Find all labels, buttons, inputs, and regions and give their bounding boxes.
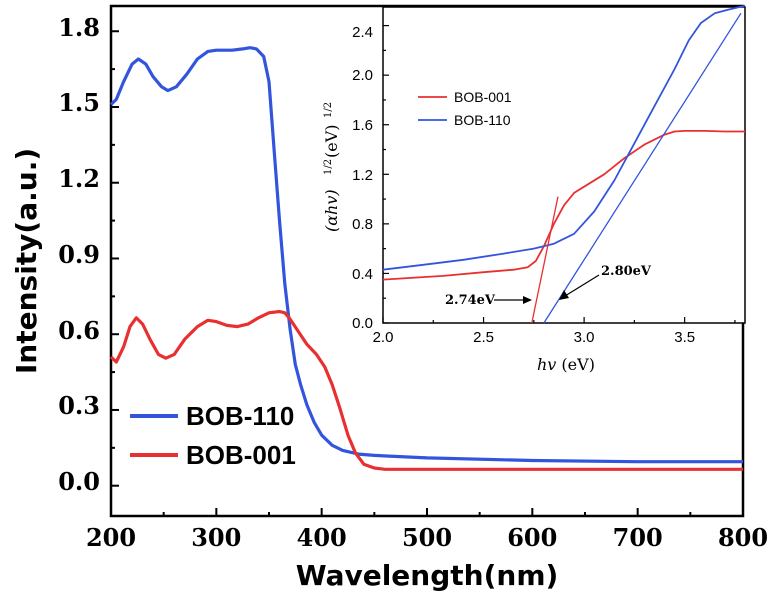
inset-x-tick-label: 2.0 [373,329,394,346]
main-y-tick-label: 0.3 [58,391,100,420]
inset-tangent-line-1 [543,12,742,324]
main-x-tick-label: 700 [613,523,663,552]
inset-series-lines [382,4,746,324]
main-y-tick-label: 1.2 [58,164,100,193]
inset-legend-label-bob-001: BOB-001 [454,89,512,105]
inset-axis-ticks [382,24,736,324]
main-x-tick-label: 600 [507,523,557,552]
main-y-tick-label: 1.8 [58,13,100,42]
inset-series-line-bob-110 [382,4,746,271]
main-x-tick-label: 800 [718,523,768,552]
inset-x-tick-label: 3.5 [674,329,695,346]
inset-series-line-bob-001 [382,130,745,281]
annotation-arrowhead-2-74ev [523,296,532,304]
inset-y-axis-title: (αhv) 1/2 (eV) 1/2 [322,102,341,232]
inset-y-tick-label: 2.4 [352,24,373,41]
main-series-line-bob-110 [109,46,743,464]
main-x-axis-title: Wavelength(nm) [296,559,559,592]
inset-y-tick-label: 1.2 [352,167,373,184]
inset-y-tick-label: 1.6 [352,117,373,134]
inset-y-axis-title-mid: (eV) [322,124,341,158]
inset-y-tick-label: 2.0 [352,67,373,84]
annotation-arrow-2-80ev [564,274,600,297]
main-legend-label-bob-110: BOB-110 [186,401,294,431]
inset-plot-frame [382,6,746,324]
inset-y-tick-label: 0.0 [352,315,373,332]
main-x-tick-label: 400 [297,523,347,552]
main-y-tick-label: 1.5 [58,88,100,117]
main-series-line-bob-001 [109,309,743,471]
inset-legend-label-bob-110: BOB-110 [454,112,511,128]
main-x-tick-label: 300 [191,523,241,552]
annotation-2-74ev: 2.74eV [445,293,496,308]
main-y-tick-label: 0.6 [58,316,100,345]
inset-x-axis-title: hv (eV) [537,355,595,374]
inset-x-axis-title-italic: hv [537,355,556,374]
annotation-arrowhead-2-80ev [559,290,569,300]
annotation-2-80ev: 2.80eV [601,264,652,279]
inset-y-axis-title-sup-1: 1/2 [323,159,334,175]
inset-tangent-line-0 [531,196,559,324]
main-y-tick-label: 0.9 [58,240,100,269]
main-x-tick-label: 200 [86,523,136,552]
inset-y-tick-label: 0.4 [352,266,373,283]
inset-y-tick-label: 0.8 [352,216,373,233]
inset-y-axis-title-left: (αhv) [322,189,341,232]
inset-x-tick-label: 2.5 [473,329,494,346]
inset-y-axis-title-sup-2: 1/2 [323,102,334,118]
inset-x-axis-title-unit: (eV) [556,355,595,374]
main-axis-ticks [110,30,744,516]
inset-x-tick-label: 3.0 [574,329,595,346]
main-y-axis-title: Intensity(a.u.) [10,148,43,374]
main-y-tick-label: 0.0 [58,467,100,496]
main-legend-label-bob-001: BOB-001 [186,440,296,470]
main-x-tick-label: 500 [402,523,452,552]
main-series-lines [109,46,743,471]
